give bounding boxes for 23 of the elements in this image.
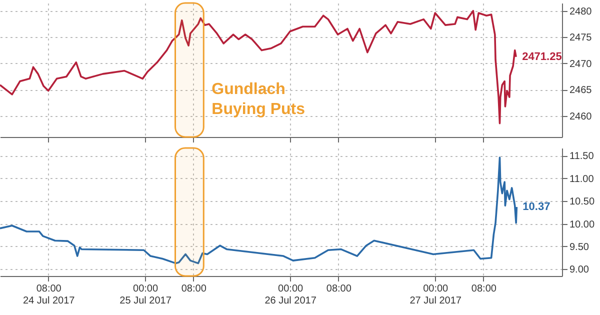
y-tick-label: 9.00 [570,264,590,276]
y-tick-label: 10.50 [570,196,595,208]
y-tick-label: 9.50 [570,242,590,253]
x-tick-label: 08:00 [181,284,207,294]
y-tick-label: 2480 [570,6,592,18]
band-label: Gundlach Buying Puts [212,81,306,118]
y-tick-label: 11.00 [570,174,594,185]
y-tick-label: 11.50 [570,151,594,162]
x-tick-label: 00:00 25 Jul 2017 [120,284,172,306]
data-label: 2471.25 [522,50,562,63]
data-label: 10.37 [522,201,550,214]
y-tick-label: 2470 [570,58,592,70]
y-tick-label: 2475 [570,32,592,44]
y-tick-label: 10.00 [570,219,595,230]
x-tick-label: 08:00 24 Jul 2017 [22,284,76,306]
x-tick-label: 00:00 26 Jul 2017 [264,284,317,306]
x-tick-label: 08:00 [471,284,497,294]
x-tick-label: 08:00 [326,284,352,294]
y-tick-label: 2460 [570,111,592,122]
line-series [0,10,517,124]
x-tick-label: 00:00 27 Jul 2017 [410,284,462,306]
y-tick-label: 2465 [570,85,592,96]
line-series [0,156,518,264]
